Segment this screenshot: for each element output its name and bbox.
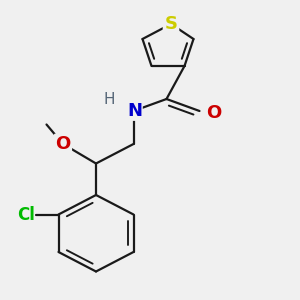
Text: N: N <box>127 102 142 120</box>
Text: O: O <box>206 103 221 122</box>
Text: O: O <box>56 135 70 153</box>
Text: Cl: Cl <box>16 206 34 224</box>
Text: S: S <box>164 15 178 33</box>
Text: H: H <box>104 92 115 106</box>
